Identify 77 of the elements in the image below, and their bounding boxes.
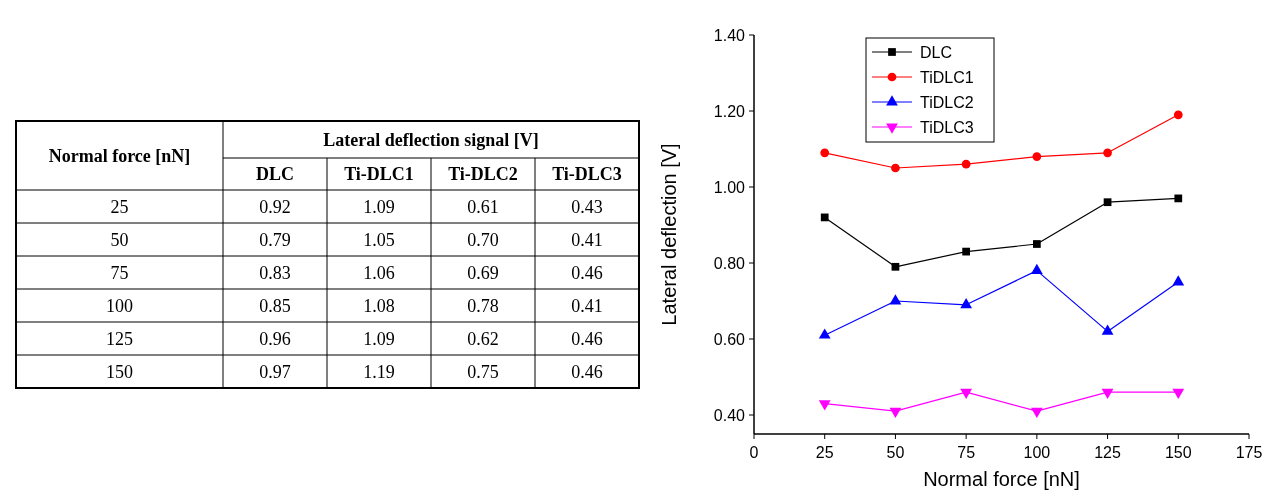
y-tick-label: 25 bbox=[110, 196, 129, 217]
data-label: 0.83 bbox=[259, 262, 291, 283]
point bbox=[1101, 388, 1114, 399]
data-label: 0.79 bbox=[259, 229, 291, 250]
x-tick-label: 125 bbox=[1094, 444, 1122, 461]
data-label: 0.46 bbox=[571, 262, 603, 283]
point bbox=[891, 262, 900, 271]
point bbox=[889, 294, 902, 305]
x-tick-label: 25 bbox=[815, 444, 834, 461]
point bbox=[1032, 152, 1042, 161]
point bbox=[960, 388, 973, 399]
data-label: 1.06 bbox=[363, 262, 395, 283]
x-tick-label: 75 bbox=[957, 444, 976, 461]
data-label: 0.46 bbox=[571, 361, 603, 382]
y-tick-label: 1.40 bbox=[713, 27, 746, 44]
data-label: 0.41 bbox=[571, 295, 603, 316]
data-label: 0.41 bbox=[571, 229, 603, 250]
y-tick-label: 150 bbox=[106, 361, 133, 382]
y-tick-label: 100 bbox=[106, 295, 133, 316]
x-tick-label: 0 bbox=[749, 444, 759, 461]
data-label: 1.09 bbox=[363, 196, 395, 217]
x-tick-label: 50 bbox=[886, 444, 905, 461]
data-label: 0.70 bbox=[467, 229, 499, 250]
point bbox=[1173, 110, 1183, 120]
point bbox=[1032, 240, 1041, 248]
point bbox=[891, 163, 900, 173]
point bbox=[1030, 407, 1043, 418]
legend-label: DLC bbox=[920, 44, 953, 61]
data-label: 0.43 bbox=[571, 196, 603, 217]
data-label: 0.61 bbox=[467, 196, 499, 217]
point bbox=[961, 159, 971, 169]
y-axis-title: Lateral deflection [V] bbox=[658, 143, 680, 326]
point bbox=[1174, 194, 1183, 203]
x-tick-label: 100 bbox=[1023, 444, 1051, 461]
x-tick-label: Ti-DLC3 bbox=[552, 164, 622, 184]
y-tick-label: 125 bbox=[106, 328, 133, 349]
y-tick-label: 75 bbox=[110, 262, 129, 283]
point bbox=[960, 298, 973, 309]
x-tick-label: 175 bbox=[1235, 444, 1263, 461]
y-tick-label: 1.00 bbox=[713, 179, 746, 196]
x-tick-label: DLC bbox=[255, 164, 295, 184]
point bbox=[1172, 275, 1185, 286]
data-label: 0.96 bbox=[259, 328, 291, 349]
point bbox=[820, 148, 830, 158]
x-tick-label: 150 bbox=[1164, 444, 1192, 461]
x-tick-label: Ti-DLC1 bbox=[344, 164, 414, 184]
data-label: 1.19 bbox=[363, 361, 395, 382]
chart-title: Lateral deflection signal [V] bbox=[323, 129, 539, 150]
y-axis-title: Normal force [nN] bbox=[48, 145, 191, 166]
y-tick-label: 0.80 bbox=[713, 255, 746, 272]
data-label: 0.62 bbox=[467, 328, 499, 349]
data-label: 1.09 bbox=[363, 328, 395, 349]
y-tick-label: 0.60 bbox=[713, 331, 746, 348]
legend-label: TiDLC1 bbox=[920, 69, 974, 86]
point bbox=[820, 213, 829, 222]
y-tick-label: 1.20 bbox=[713, 103, 746, 120]
legend-label: TiDLC2 bbox=[920, 94, 974, 111]
data-label: 1.05 bbox=[363, 229, 395, 250]
point bbox=[962, 247, 971, 256]
y-tick-label: 50 bbox=[110, 229, 129, 250]
point bbox=[1103, 198, 1112, 207]
point bbox=[889, 407, 902, 418]
x-axis-title: Normal force [nN] bbox=[923, 468, 1080, 490]
data-label: 0.97 bbox=[259, 361, 291, 382]
x-tick-label: Ti-DLC2 bbox=[448, 164, 518, 184]
y-tick-label: 0.40 bbox=[713, 407, 746, 424]
data-label: 1.08 bbox=[363, 295, 395, 316]
data-label: 0.75 bbox=[467, 361, 499, 382]
data-label: 0.46 bbox=[571, 328, 603, 349]
point bbox=[1172, 388, 1185, 399]
data-label: 0.85 bbox=[259, 295, 291, 316]
legend-label: TiDLC3 bbox=[920, 119, 974, 136]
data-label: 0.92 bbox=[259, 196, 291, 217]
data-label: 0.78 bbox=[467, 295, 499, 316]
point bbox=[1103, 148, 1112, 158]
point bbox=[818, 400, 831, 411]
data-label: 0.69 bbox=[467, 262, 499, 283]
